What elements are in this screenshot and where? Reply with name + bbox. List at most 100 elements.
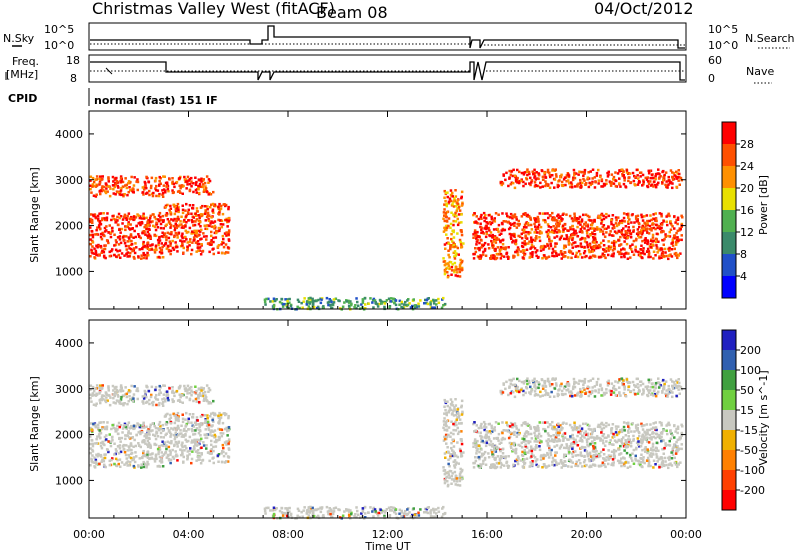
power-cell [675,218,678,222]
power-cell [582,237,585,240]
power-cell [209,243,212,246]
velocity-cell [625,451,629,455]
power-cell [680,222,684,226]
velocity-cell [176,411,180,415]
velocity-cell [91,392,95,395]
power-cell [460,268,463,272]
velocity-cell [192,445,196,448]
power-cell [211,202,215,206]
velocity-cell [166,453,170,457]
velocity-cell [446,471,450,474]
power-cell [102,185,106,189]
power-cell [89,242,92,246]
velocity-cell [568,451,571,454]
velocity-cell [566,381,570,384]
power-cell [523,253,526,257]
power-cell [589,246,593,249]
velocity-cell [507,393,510,397]
velocity-cell [460,477,463,481]
power-cell [676,175,680,179]
power-cell [203,188,206,191]
power-cell [490,239,493,243]
power-cell [635,232,639,235]
velocity-cell [554,377,557,380]
power-cell [129,189,132,192]
velocity-cell [154,385,158,389]
velocity-cell [452,460,455,464]
velocity-cell [442,469,446,472]
velocity-cell [225,440,228,443]
power-cell [159,222,163,226]
velocity-cell [537,386,540,390]
power-cell [150,176,154,180]
power-cell [317,298,320,302]
power-cell [99,175,102,178]
power-cell [392,297,395,300]
power-cell [161,214,165,218]
velocity-cell [455,477,459,480]
power-cell [90,248,93,252]
velocity-cell [548,383,552,386]
power-cell [640,233,644,236]
velocity-cell [95,462,98,466]
power-cell [671,178,675,181]
power-cell [154,234,158,238]
power-cell [264,303,267,306]
power-cell [595,245,598,249]
velocity-cell [442,439,446,442]
velocity-cell [223,441,227,444]
power-cell [126,193,129,197]
velocity-cell [429,510,432,513]
power-cell [443,263,447,267]
power-cell [627,229,630,232]
velocity-cell [570,426,574,429]
velocity-cell [144,442,147,445]
velocity-cell [658,381,661,385]
power-cell [512,168,515,172]
velocity-cell [143,394,147,397]
velocity-cell [191,450,194,453]
velocity-cell [133,438,136,442]
velocity-cell [199,462,203,465]
velocity-cell [511,450,514,453]
power-cell [637,221,640,225]
velocity-cell [147,463,150,466]
velocity-cell [89,435,92,438]
velocity-cell [208,433,211,437]
velocity-cell [162,453,166,456]
power-cell [610,218,613,222]
power-cell [211,208,215,211]
velocity-cell [201,422,204,425]
velocity-cell [586,423,590,427]
power-cell [168,222,172,225]
power-cell [522,226,526,229]
velocity-cell [472,466,476,469]
velocity-cell [171,448,174,452]
power-cell [482,232,486,235]
velocity-cell [221,421,225,425]
nsky-panel: N.Sky 10^5 10^0 10^5 10^0 N.Search [3,22,795,52]
velocity-cell [641,393,644,396]
power-cell [587,177,591,180]
power-cell [611,253,614,256]
power-cell [169,242,172,245]
freq-tick-bottom: 8 [70,72,77,85]
velocity-cell [425,511,428,514]
power-cell [273,299,277,303]
power-cell [177,231,181,235]
power-cell [154,188,158,192]
velocity-cell [348,515,351,518]
power-cell [522,184,525,188]
power-cell [630,248,633,251]
velocity-cell [450,441,453,445]
power-cell [98,183,101,186]
velocity-cell [460,430,463,433]
velocity-cell [210,429,213,432]
power-cell [588,256,591,260]
velocity-cell [655,428,658,432]
power-cell [577,221,580,225]
power-cell [677,179,680,182]
velocity-cell [146,439,150,443]
power-cell [444,247,447,250]
power-cell [641,184,644,187]
